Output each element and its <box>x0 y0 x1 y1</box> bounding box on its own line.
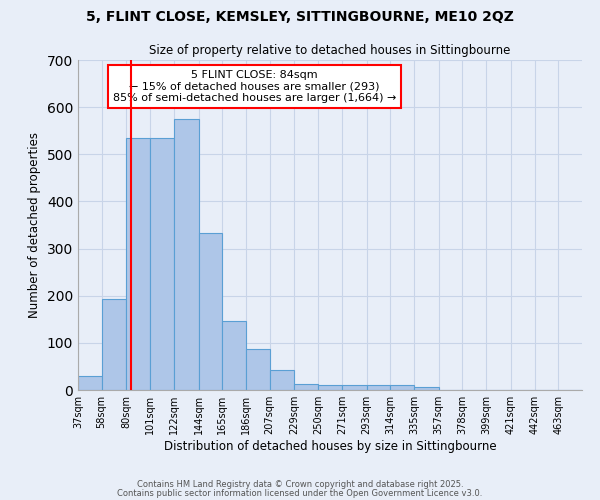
Text: 5, FLINT CLOSE, KEMSLEY, SITTINGBOURNE, ME10 2QZ: 5, FLINT CLOSE, KEMSLEY, SITTINGBOURNE, … <box>86 10 514 24</box>
Bar <box>391 386 414 390</box>
Bar <box>246 349 269 390</box>
Text: 5 FLINT CLOSE: 84sqm
← 15% of detached houses are smaller (293)
85% of semi-deta: 5 FLINT CLOSE: 84sqm ← 15% of detached h… <box>113 70 396 103</box>
Y-axis label: Number of detached properties: Number of detached properties <box>28 132 41 318</box>
X-axis label: Distribution of detached houses by size in Sittingbourne: Distribution of detached houses by size … <box>164 440 496 453</box>
Bar <box>101 299 127 390</box>
Bar <box>223 320 246 390</box>
Bar <box>367 386 391 390</box>
Text: Contains public sector information licensed under the Open Government Licence v3: Contains public sector information licen… <box>118 488 482 498</box>
Bar <box>414 387 439 390</box>
Bar <box>127 138 150 390</box>
Bar <box>199 233 223 390</box>
Bar <box>150 138 174 390</box>
Text: Contains HM Land Registry data © Crown copyright and database right 2025.: Contains HM Land Registry data © Crown c… <box>137 480 463 489</box>
Title: Size of property relative to detached houses in Sittingbourne: Size of property relative to detached ho… <box>149 44 511 58</box>
Bar <box>295 384 318 390</box>
Bar <box>318 386 342 390</box>
Bar <box>78 376 101 390</box>
Bar <box>269 370 295 390</box>
Bar <box>342 386 367 390</box>
Bar <box>174 119 199 390</box>
